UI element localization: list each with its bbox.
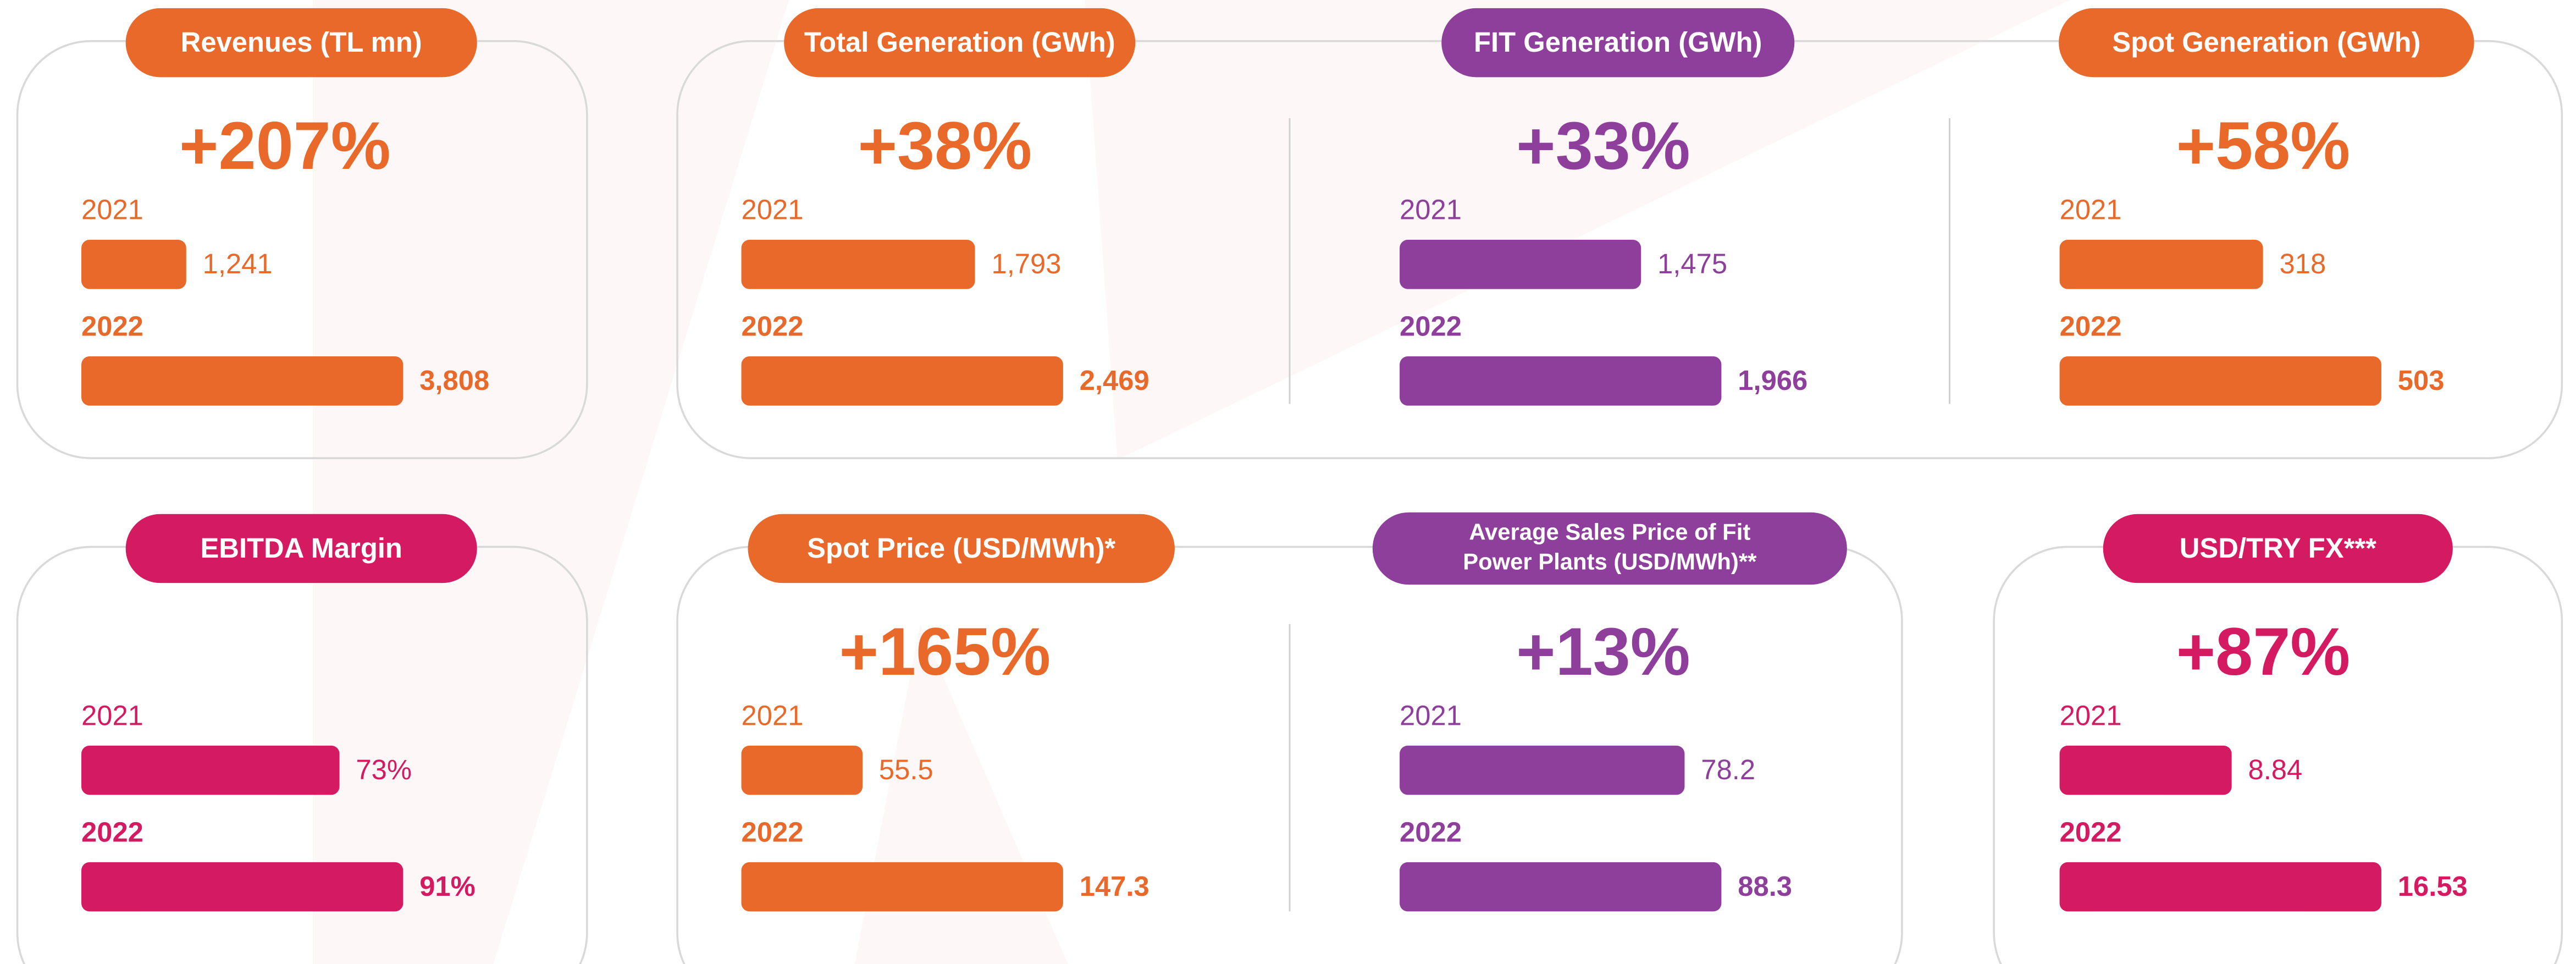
- year-label: 2022: [2060, 311, 2122, 342]
- title-pill: [1372, 512, 1847, 585]
- group-box: [676, 546, 1903, 964]
- panel-title: Total Generation (GWh): [804, 26, 1115, 58]
- panel-title: EBITDA Margin: [200, 532, 402, 564]
- year-label: 2021: [81, 194, 143, 225]
- bar: [741, 862, 1063, 912]
- bar: [81, 745, 340, 795]
- year-label: 2021: [1400, 194, 1462, 225]
- panel-title: Average Sales Price of Fit: [1469, 519, 1750, 545]
- panel-title: Power Plants (USD/MWh)**: [1463, 548, 1757, 574]
- year-label: 2022: [1400, 816, 1462, 847]
- value-label: 78.2: [1701, 754, 1755, 785]
- value-label: 147.3: [1080, 871, 1149, 902]
- title-pill: [125, 514, 477, 583]
- value-label: 1,793: [991, 248, 1061, 279]
- value-label: 8.84: [2248, 754, 2302, 785]
- bar: [741, 356, 1063, 406]
- bar: [2059, 356, 2381, 406]
- year-label: 2021: [81, 699, 143, 731]
- value-label: 3,808: [419, 365, 489, 396]
- year-label: 2021: [1400, 699, 1462, 731]
- change-percent: +207%: [179, 108, 391, 183]
- value-label: 1,475: [1657, 248, 1727, 279]
- change-percent: +58%: [2176, 108, 2351, 183]
- value-label: 55.5: [879, 754, 933, 785]
- bg-shape: [313, 0, 789, 964]
- title-pill: [748, 514, 1175, 583]
- title-pill: [1441, 8, 1795, 78]
- year-label: 2022: [81, 816, 143, 847]
- bar: [741, 240, 975, 289]
- panel-title: Spot Price (USD/MWh)*: [807, 532, 1115, 564]
- value-label: 503: [2398, 365, 2445, 396]
- bar: [1400, 862, 1722, 912]
- year-label: 2022: [81, 311, 143, 342]
- title-pill: [784, 8, 1136, 78]
- year-label: 2022: [1400, 311, 1462, 342]
- year-label: 2021: [742, 699, 804, 731]
- title-pill: [125, 8, 477, 78]
- bar: [2059, 862, 2381, 912]
- bar: [81, 862, 403, 912]
- value-label: 16.53: [2398, 871, 2468, 902]
- change-percent: +165%: [839, 614, 1051, 689]
- value-label: 2,469: [1080, 365, 1149, 396]
- panel-title: Revenues (TL mn): [181, 26, 422, 58]
- year-label: 2021: [2060, 194, 2122, 225]
- bar: [2059, 745, 2232, 795]
- value-label: 1,241: [203, 248, 273, 279]
- panel-title: FIT Generation (GWh): [1474, 26, 1762, 58]
- bar: [741, 745, 863, 795]
- value-label: 88.3: [1738, 871, 1792, 902]
- bg-shape: [1084, 0, 2070, 460]
- title-pill: [2059, 8, 2474, 78]
- value-label: 318: [2280, 248, 2326, 279]
- year-label: 2021: [742, 194, 804, 225]
- bar: [1400, 240, 1641, 289]
- year-label: 2022: [2060, 816, 2122, 847]
- bar: [2059, 240, 2263, 289]
- bar: [1400, 745, 1685, 795]
- value-label: 1,966: [1738, 365, 1807, 396]
- bar: [81, 356, 403, 406]
- change-percent: +33%: [1516, 108, 1690, 183]
- bar: [1400, 356, 1722, 406]
- change-percent: +38%: [858, 108, 1032, 183]
- title-pill: [2103, 514, 2453, 583]
- year-label: 2021: [2060, 699, 2122, 731]
- panel-title: Spot Generation (GWh): [2112, 26, 2420, 58]
- panel-title: USD/TRY FX***: [2180, 532, 2376, 564]
- bar: [81, 240, 186, 289]
- year-label: 2022: [742, 816, 804, 847]
- value-label: 91%: [419, 871, 476, 902]
- change-percent: +13%: [1516, 614, 1690, 689]
- year-label: 2022: [742, 311, 804, 342]
- value-label: 73%: [356, 754, 412, 785]
- change-percent: +87%: [2176, 614, 2351, 689]
